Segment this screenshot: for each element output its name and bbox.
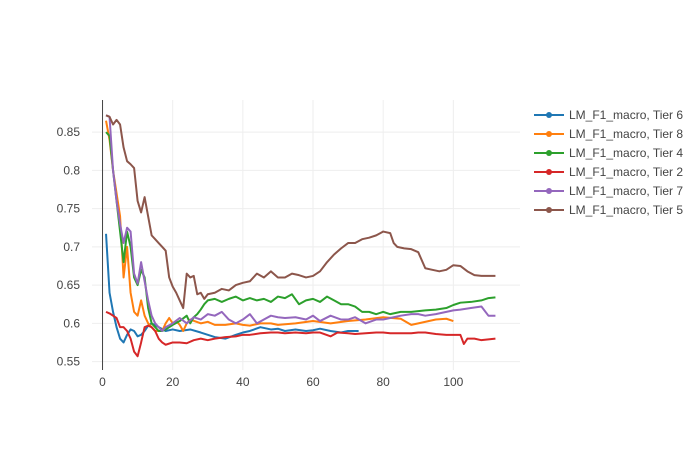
y-tick-label: 0.7 [63, 240, 80, 254]
legend-label: LM_F1_macro, Tier 8 [569, 127, 683, 141]
legend-label: LM_F1_macro, Tier 6 [569, 108, 683, 122]
legend-swatch-marker [546, 169, 552, 175]
legend-label: LM_F1_macro, Tier 4 [569, 146, 683, 160]
legend-label: LM_F1_macro, Tier 2 [569, 165, 683, 179]
legend-swatch-marker [546, 112, 552, 118]
legend-item-5[interactable]: LM_F1_macro, Tier 7 [534, 184, 683, 198]
legend-swatch-marker [546, 207, 552, 213]
x-tick-label: 40 [236, 375, 250, 389]
x-tick-label: 100 [443, 375, 463, 389]
legend[interactable]: LM_F1_macro, Tier 6 LM_F1_macro, Tier 8 LM… [534, 108, 683, 217]
y-tick-label: 0.75 [57, 202, 81, 216]
y-tick-label: 0.6 [63, 316, 80, 330]
axes: 0.55 0.6 0.65 0.7 0.75 0.8 0.85 0 20 40 60 80 100 [57, 100, 464, 389]
y-tick-label: 0.55 [57, 355, 81, 369]
legend-item-1[interactable]: LM_F1_macro, Tier 6 [534, 108, 683, 122]
legend-swatch-marker [546, 188, 552, 194]
x-tick-label: 80 [377, 375, 391, 389]
series-line-4[interactable] [105, 310, 496, 358]
x-tick-label: 60 [306, 375, 320, 389]
x-tick-label: 0 [99, 375, 106, 389]
legend-swatch-marker [546, 150, 552, 156]
y-tick-label: 0.65 [57, 278, 81, 292]
legend-item-2[interactable]: LM_F1_macro, Tier 8 [534, 127, 683, 141]
series-line-2[interactable] [105, 120, 454, 332]
grid-lines [92, 100, 520, 370]
series-line-5[interactable] [105, 114, 496, 332]
series-line-3[interactable] [105, 131, 496, 332]
x-tick-label: 20 [166, 375, 180, 389]
legend-swatch-marker [546, 131, 552, 137]
series-line-6[interactable] [105, 114, 496, 310]
legend-label: LM_F1_macro, Tier 7 [569, 184, 683, 198]
legend-item-6[interactable]: LM_F1_macro, Tier 5 [534, 203, 683, 217]
legend-item-4[interactable]: LM_F1_macro, Tier 2 [534, 165, 683, 179]
legend-item-3[interactable]: LM_F1_macro, Tier 4 [534, 146, 683, 160]
series-lines [105, 114, 496, 358]
y-tick-label: 0.8 [63, 163, 80, 177]
legend-label: LM_F1_macro, Tier 5 [569, 203, 683, 217]
y-tick-label: 0.85 [57, 125, 81, 139]
